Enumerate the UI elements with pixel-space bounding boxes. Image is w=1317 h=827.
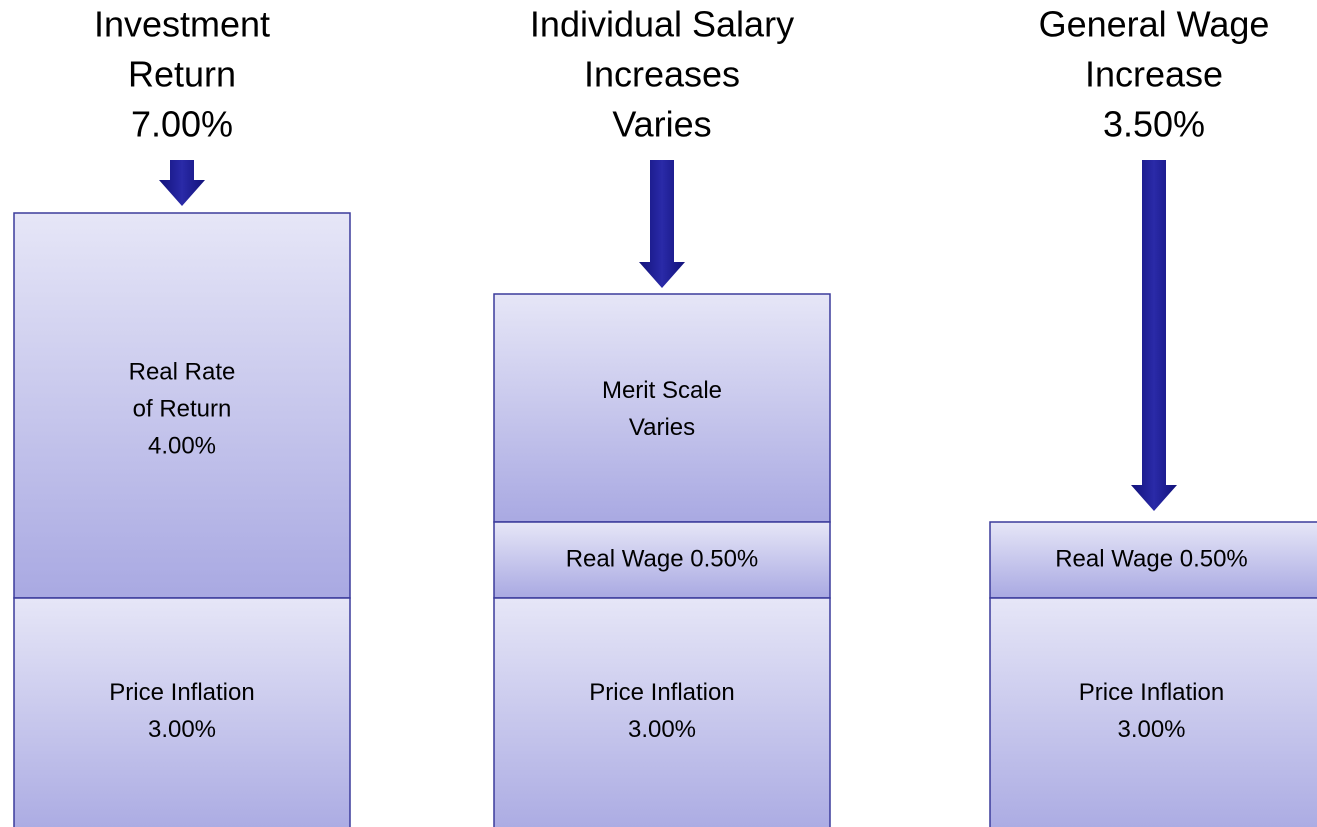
box-label: 3.00%: [148, 716, 216, 743]
column-heading: Individual Salary: [530, 4, 794, 45]
box-label: Price Inflation: [109, 679, 254, 706]
arrow: [639, 160, 685, 288]
box-label: Real Wage 0.50%: [1055, 545, 1248, 572]
column-heading: Increase: [1085, 54, 1223, 95]
box-label: 4.00%: [148, 432, 216, 459]
column-heading: 7.00%: [131, 104, 233, 145]
box: [989, 597, 1317, 827]
box-label: Price Inflation: [589, 679, 734, 706]
box: [493, 521, 831, 599]
box: [13, 212, 351, 599]
box-label: of Return: [133, 395, 232, 422]
box-label: Real Wage 0.50%: [566, 545, 759, 572]
column-heading: Investment: [94, 4, 270, 45]
column-heading: 3.50%: [1103, 104, 1205, 145]
arrow: [159, 160, 205, 206]
box-label: 3.00%: [628, 716, 696, 743]
column-heading: General Wage: [1039, 4, 1270, 45]
box-label: Merit Scale: [602, 377, 722, 404]
box-label: Price Inflation: [1079, 679, 1224, 706]
box-label: Varies: [629, 414, 695, 441]
column-heading: Varies: [612, 104, 711, 145]
box: [493, 597, 831, 827]
box: [493, 293, 831, 523]
box: [13, 597, 351, 827]
box-label: Real Rate: [129, 358, 236, 385]
column-heading: Increases: [584, 54, 740, 95]
column-heading: Return: [128, 54, 236, 95]
arrow: [1131, 160, 1177, 511]
box-label: 3.00%: [1117, 716, 1185, 743]
